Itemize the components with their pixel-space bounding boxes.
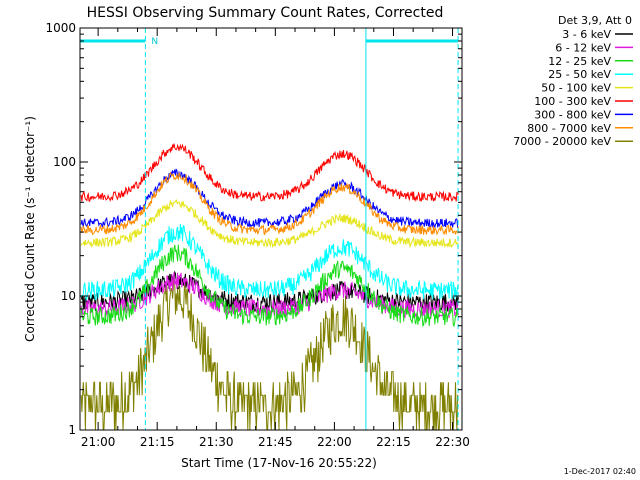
plot-frame <box>79 27 463 431</box>
legend-label: 25 - 50 keV <box>548 68 611 81</box>
series-layer <box>80 143 459 431</box>
x-axis: 21:00 21:15 21:30 21:45 22:00 22:15 22:30 <box>81 28 470 449</box>
series-line <box>80 143 459 203</box>
segment-marker-label: N <box>151 37 158 47</box>
legend-label: 7000 - 20000 keV <box>513 135 611 148</box>
y-tick-label: 1000 <box>45 21 76 35</box>
series-line <box>80 274 459 431</box>
series-line <box>80 223 459 302</box>
x-tick-label: 22:00 <box>317 435 352 449</box>
series-line <box>80 199 459 249</box>
x-tick-label: 22:30 <box>435 435 470 449</box>
x-tick-label: 21:30 <box>199 435 234 449</box>
series-line <box>80 172 459 236</box>
annotation-layer: N <box>80 28 459 430</box>
x-axis-label: Start Time (17-Nov-16 20:55:22) <box>181 456 377 470</box>
x-tick-label: 21:00 <box>81 435 116 449</box>
x-tick-label: 21:15 <box>140 435 175 449</box>
legend-header: Det 3,9, Att 0 <box>558 14 632 27</box>
y-tick-label: 1 <box>68 423 76 437</box>
footer-date: 1-Dec-2017 02:40 <box>564 467 636 476</box>
x-tick-label: 21:45 <box>258 435 293 449</box>
x-tick-label: 22:15 <box>376 435 411 449</box>
legend-label: 3 - 6 keV <box>562 28 611 41</box>
legend-label: 100 - 300 keV <box>534 95 611 108</box>
y-tick-label: 100 <box>53 155 76 169</box>
legend-label: 6 - 12 keV <box>555 41 611 54</box>
y-axis-label: Corrected Count Rate (s⁻¹ detector⁻¹) <box>23 116 37 342</box>
y-axis: 1 10 100 1000 <box>45 21 462 437</box>
series-line <box>80 244 459 328</box>
legend-label: 12 - 25 keV <box>548 55 611 68</box>
legend-label: 800 - 7000 keV <box>527 122 611 135</box>
legend-label: 300 - 800 keV <box>534 108 611 121</box>
series-line <box>80 272 459 319</box>
series-line <box>80 168 459 229</box>
legend-label: 50 - 100 keV <box>541 82 611 95</box>
chart-title: HESSI Observing Summary Count Rates, Cor… <box>87 5 444 21</box>
y-tick-label: 10 <box>61 289 76 303</box>
